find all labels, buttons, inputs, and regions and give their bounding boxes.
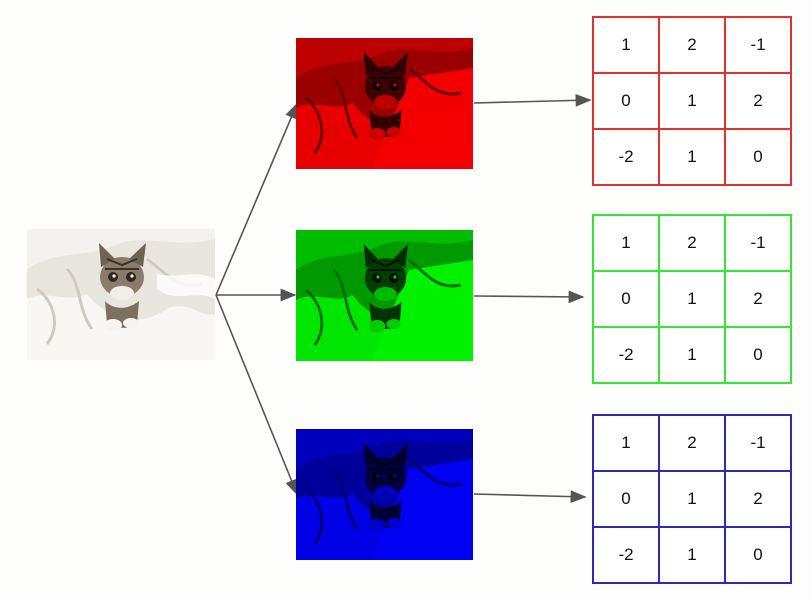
matrix-cell: 1: [659, 527, 725, 583]
arrow-to-red-channel: [215, 102, 298, 296]
blue-tint-overlay: [296, 429, 473, 560]
matrix-cell: 1: [593, 17, 659, 73]
matrix-cell: -2: [593, 327, 659, 383]
arrow-green-to-matrix: [473, 290, 585, 304]
red-channel-image: [296, 38, 473, 169]
matrix-cell: 1: [593, 215, 659, 271]
matrix-cell: 1: [659, 327, 725, 383]
matrix-cell: -1: [725, 17, 791, 73]
matrix-cell: 2: [659, 17, 725, 73]
matrix-cell: 0: [593, 471, 659, 527]
matrix-cell: 2: [725, 471, 791, 527]
red-kernel-matrix: 1 2 -1 0 1 2 -2 1 0: [592, 16, 792, 186]
blue-channel-image: [296, 429, 473, 560]
matrix-cell: 1: [659, 73, 725, 129]
matrix-cell: 1: [659, 471, 725, 527]
matrix-cell: 2: [725, 271, 791, 327]
cat-photo-icon: [27, 229, 215, 360]
matrix-cell: 1: [593, 415, 659, 471]
arrow-to-blue-channel: [215, 294, 298, 496]
green-tint-overlay: [296, 230, 473, 361]
matrix-cell: -1: [725, 215, 791, 271]
matrix-cell: 2: [725, 73, 791, 129]
matrix-cell: 0: [725, 129, 791, 185]
matrix-cell: 0: [725, 327, 791, 383]
blue-kernel-matrix: 1 2 -1 0 1 2 -2 1 0: [592, 414, 792, 584]
green-kernel-matrix: 1 2 -1 0 1 2 -2 1 0: [592, 214, 792, 384]
arrow-blue-to-matrix: [473, 490, 587, 504]
matrix-cell: 0: [593, 271, 659, 327]
matrix-cell: 1: [659, 129, 725, 185]
red-tint-overlay: [296, 38, 473, 169]
matrix-cell: 0: [725, 527, 791, 583]
matrix-cell: 2: [659, 415, 725, 471]
matrix-cell: -1: [725, 415, 791, 471]
matrix-cell: 2: [659, 215, 725, 271]
matrix-cell: -2: [593, 527, 659, 583]
arrow-red-to-matrix: [473, 93, 592, 107]
green-channel-image: [296, 230, 473, 361]
matrix-cell: 1: [659, 271, 725, 327]
matrix-cell: -2: [593, 129, 659, 185]
source-cat-photo: [27, 229, 215, 360]
matrix-cell: 0: [593, 73, 659, 129]
